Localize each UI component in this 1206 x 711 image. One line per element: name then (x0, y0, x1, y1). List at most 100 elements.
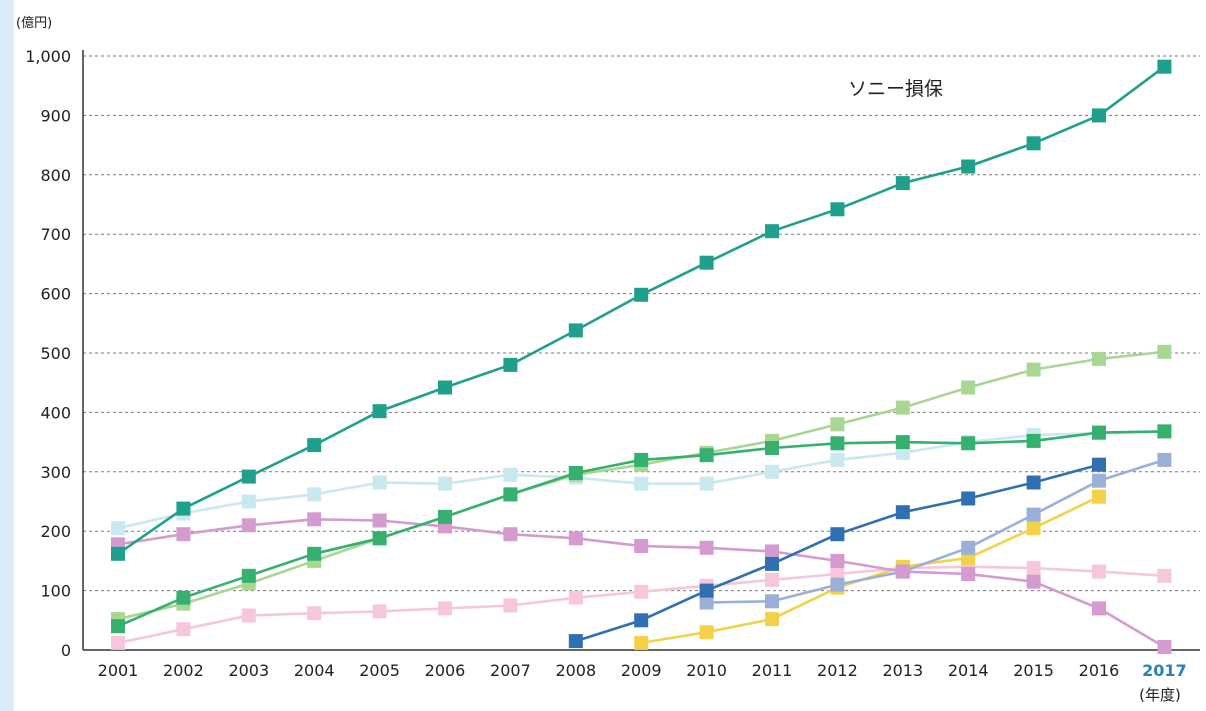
y-tick-label: 500 (40, 344, 71, 363)
data-point (765, 441, 779, 455)
data-point (176, 622, 191, 637)
data-point (503, 487, 518, 502)
series-annotation: ソニー損保 (848, 78, 943, 100)
data-point (961, 380, 976, 395)
x-tick-label: 2010 (686, 661, 727, 680)
data-point (830, 553, 845, 568)
y-tick-label: 300 (40, 463, 71, 482)
data-point (1026, 521, 1041, 536)
data-point (568, 634, 583, 649)
data-point (634, 613, 649, 628)
data-point (765, 612, 779, 627)
data-point (307, 606, 322, 621)
data-point (634, 539, 649, 553)
x-axis-ticks: 2001 2002 2003 2004 2005 2006 2007 2008 2009 2010… (98, 661, 1187, 680)
x-tick-label: 2013 (882, 661, 923, 680)
data-point (176, 527, 191, 542)
data-point (765, 594, 779, 609)
data-point (830, 436, 845, 451)
data-point (765, 544, 779, 559)
data-point (895, 400, 910, 415)
data-point (568, 466, 583, 480)
left-accent-band (0, 0, 14, 711)
data-point (699, 448, 714, 463)
data-point (241, 494, 256, 509)
data-point (961, 436, 976, 451)
data-point (438, 601, 452, 616)
data-point (634, 476, 649, 491)
series-path (575, 463, 1100, 643)
data-point (503, 357, 518, 372)
data-point (1092, 601, 1106, 616)
y-axis-unit-label: (億円) (16, 15, 52, 31)
data-point (634, 287, 649, 302)
data-point (568, 323, 583, 338)
data-point (1026, 507, 1041, 522)
x-tick-label: 2009 (621, 661, 662, 680)
data-point (568, 590, 583, 605)
data-point (176, 590, 191, 605)
data-point (830, 577, 845, 592)
y-tick-label: 200 (40, 522, 71, 541)
data-point (1026, 574, 1041, 589)
series-line (111, 559, 1172, 650)
x-tick-label: 2006 (425, 661, 466, 680)
data-point (568, 531, 583, 546)
data-point (241, 518, 256, 533)
data-point (765, 464, 779, 479)
x-tick-label: 2015 (1013, 661, 1054, 680)
data-point (111, 619, 125, 634)
data-point (438, 476, 452, 491)
data-point (307, 512, 322, 527)
data-point (503, 598, 518, 613)
data-point (830, 452, 845, 467)
data-point (1157, 424, 1172, 439)
data-point (1026, 433, 1041, 448)
data-point (1092, 457, 1106, 472)
data-point (1157, 452, 1172, 467)
series-line (111, 59, 1172, 561)
y-tick-label: 800 (40, 166, 71, 185)
y-tick-label: 900 (40, 106, 71, 125)
data-point (372, 404, 387, 419)
y-axis-ticks: 0 100 200 300 400 500 600 700 800 900 1,000 (25, 47, 71, 660)
data-point (1092, 473, 1106, 488)
data-point (961, 540, 976, 555)
data-point (765, 224, 779, 239)
data-point (699, 595, 714, 610)
x-tick-label: 2014 (948, 661, 989, 680)
x-tick-label: 2007 (490, 661, 531, 680)
x-tick-label: 2008 (555, 661, 596, 680)
series-line (111, 512, 1172, 654)
y-tick-label: 600 (40, 285, 71, 304)
y-tick-label: 100 (40, 582, 71, 601)
data-point (895, 564, 910, 579)
data-point (111, 521, 125, 536)
data-point (503, 527, 518, 542)
series-line (568, 457, 1106, 649)
data-point (830, 417, 845, 432)
y-tick-label: 1,000 (25, 47, 71, 66)
data-point (438, 509, 452, 524)
data-point (830, 527, 845, 542)
data-point (1092, 351, 1106, 366)
data-point (765, 556, 779, 571)
data-point (241, 568, 256, 583)
data-point (634, 635, 649, 650)
data-point (1157, 568, 1172, 583)
x-tick-label: 2017 (1142, 661, 1187, 680)
data-point (241, 608, 256, 623)
data-point (961, 567, 976, 581)
data-point (699, 540, 714, 555)
data-point (699, 583, 714, 598)
data-point (372, 475, 387, 490)
data-point (961, 159, 976, 174)
data-point (699, 625, 714, 640)
x-tick-label: 2012 (817, 661, 858, 680)
data-point (1157, 344, 1172, 359)
data-point (372, 531, 387, 546)
data-point (1026, 362, 1041, 377)
data-point (176, 501, 191, 516)
